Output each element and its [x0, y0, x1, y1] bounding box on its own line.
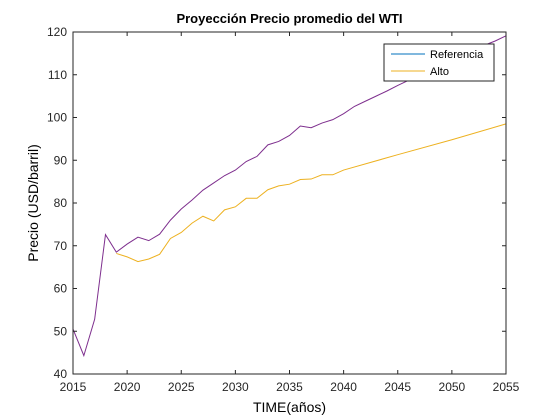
legend-label-referencia: Referencia — [430, 49, 484, 61]
x-tick-label: 2015 — [60, 380, 87, 394]
y-tick-label: 80 — [54, 196, 68, 210]
x-tick-label: 2020 — [114, 380, 141, 394]
legend: Referencia Alto — [383, 43, 495, 82]
legend-box — [383, 43, 495, 82]
x-tick-label: 2025 — [168, 380, 195, 394]
x-tick-label: 2055 — [493, 380, 520, 394]
y-tick-label: 100 — [47, 111, 67, 125]
y-tick-label: 60 — [54, 282, 68, 296]
y-axis-label: Precio (USD/barril) — [25, 144, 41, 261]
series-line-alto — [116, 123, 507, 263]
x-tick-label: 2045 — [384, 380, 411, 394]
x-tick-label: 2050 — [439, 380, 466, 394]
y-tick-label: 110 — [48, 68, 67, 82]
x-tick-label: 2030 — [222, 380, 249, 394]
y-tick-label: 50 — [54, 324, 68, 338]
y-tick-label: 40 — [54, 367, 68, 381]
plot-area — [73, 32, 506, 374]
legend-label-alto: Alto — [430, 66, 449, 78]
y-tick-label: 70 — [54, 239, 68, 253]
x-axis-label: TIME(años) — [253, 399, 326, 415]
chart-title: Proyección Precio promedio del WTI — [176, 11, 402, 26]
y-tick-label: 90 — [54, 153, 68, 167]
x-tick-label: 2035 — [276, 380, 303, 394]
y-tick-label: 120 — [47, 25, 67, 39]
x-tick-label: 2040 — [330, 380, 357, 394]
ticks-layer: 2015 2020 2025 2030 2035 2040 2045 2050 2055 40 50… — [47, 25, 520, 394]
